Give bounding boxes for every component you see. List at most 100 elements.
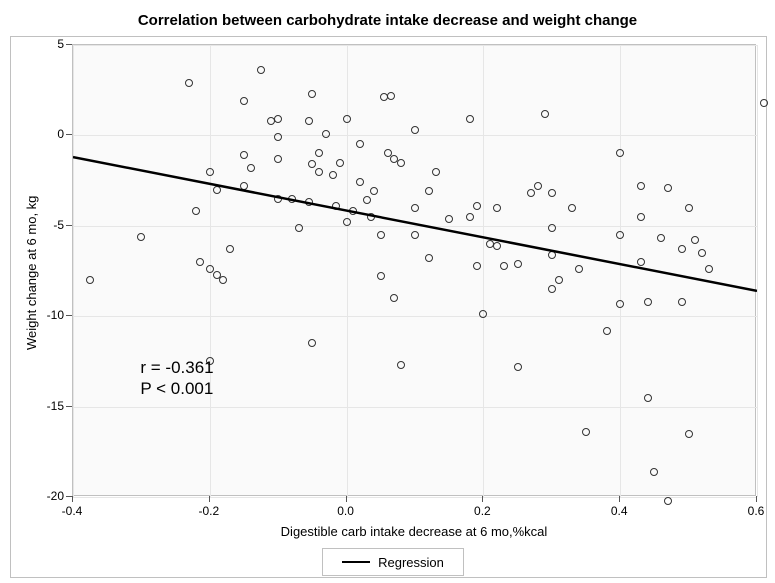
tick-mark-y bbox=[66, 44, 72, 45]
y-tick-label: -15 bbox=[36, 399, 64, 413]
data-point bbox=[541, 110, 549, 118]
data-point bbox=[305, 198, 313, 206]
data-point bbox=[637, 182, 645, 190]
data-point bbox=[445, 215, 453, 223]
data-point bbox=[432, 168, 440, 176]
legend-line-swatch bbox=[342, 561, 370, 563]
data-point bbox=[196, 258, 204, 266]
data-point bbox=[240, 182, 248, 190]
data-point bbox=[185, 79, 193, 87]
x-tick-label: 0.6 bbox=[748, 504, 765, 518]
regression-line bbox=[73, 45, 757, 497]
data-point bbox=[367, 213, 375, 221]
data-point bbox=[575, 265, 583, 273]
stats-annotation: r = -0.361P < 0.001 bbox=[140, 357, 213, 400]
data-point bbox=[356, 140, 364, 148]
data-point bbox=[514, 363, 522, 371]
y-tick-label: -5 bbox=[36, 218, 64, 232]
tick-mark-x bbox=[346, 496, 347, 502]
data-point bbox=[678, 298, 686, 306]
data-point bbox=[377, 272, 385, 280]
data-point bbox=[678, 245, 686, 253]
data-point bbox=[616, 300, 624, 308]
data-point bbox=[466, 115, 474, 123]
data-point bbox=[322, 130, 330, 138]
data-point bbox=[240, 151, 248, 159]
data-point bbox=[274, 133, 282, 141]
data-point bbox=[698, 249, 706, 257]
x-tick-label: -0.2 bbox=[198, 504, 219, 518]
data-point bbox=[548, 189, 556, 197]
gridline-v bbox=[347, 45, 348, 497]
gridline-v bbox=[620, 45, 621, 497]
data-point bbox=[349, 207, 357, 215]
data-point bbox=[308, 339, 316, 347]
data-point bbox=[308, 160, 316, 168]
gridline-v bbox=[483, 45, 484, 497]
data-point bbox=[705, 265, 713, 273]
tick-mark-y bbox=[66, 406, 72, 407]
legend-label: Regression bbox=[378, 555, 444, 570]
x-tick-label: 0.4 bbox=[611, 504, 628, 518]
y-tick-label: 0 bbox=[36, 127, 64, 141]
data-point bbox=[308, 90, 316, 98]
tick-mark-x bbox=[482, 496, 483, 502]
y-tick-label: -20 bbox=[36, 489, 64, 503]
data-point bbox=[616, 231, 624, 239]
tick-mark-x bbox=[209, 496, 210, 502]
data-point bbox=[247, 164, 255, 172]
data-point bbox=[664, 184, 672, 192]
data-point bbox=[315, 168, 323, 176]
data-point bbox=[336, 159, 344, 167]
x-tick-label: -0.4 bbox=[62, 504, 83, 518]
scatter-chart: Correlation between carbohydrate intake … bbox=[0, 0, 775, 583]
data-point bbox=[274, 115, 282, 123]
tick-mark-y bbox=[66, 225, 72, 226]
data-point bbox=[288, 195, 296, 203]
data-point bbox=[397, 159, 405, 167]
chart-title: Correlation between carbohydrate intake … bbox=[0, 12, 775, 29]
data-point bbox=[685, 204, 693, 212]
data-point bbox=[514, 260, 522, 268]
y-tick-label: -10 bbox=[36, 308, 64, 322]
data-point bbox=[691, 236, 699, 244]
data-point bbox=[213, 186, 221, 194]
data-point bbox=[274, 195, 282, 203]
data-point bbox=[473, 202, 481, 210]
tick-mark-y bbox=[66, 496, 72, 497]
data-point bbox=[219, 276, 227, 284]
gridline-v bbox=[73, 45, 74, 497]
data-point bbox=[86, 276, 94, 284]
data-point bbox=[473, 262, 481, 270]
data-point bbox=[568, 204, 576, 212]
data-point bbox=[411, 126, 419, 134]
data-point bbox=[425, 254, 433, 262]
data-point bbox=[387, 92, 395, 100]
gridline-v bbox=[757, 45, 758, 497]
data-point bbox=[616, 149, 624, 157]
data-point bbox=[555, 276, 563, 284]
data-point bbox=[534, 182, 542, 190]
data-point bbox=[332, 202, 340, 210]
tick-mark-y bbox=[66, 134, 72, 135]
data-point bbox=[411, 204, 419, 212]
data-point bbox=[411, 231, 419, 239]
data-point bbox=[650, 468, 658, 476]
data-point bbox=[479, 310, 487, 318]
x-axis-label: Digestible carb intake decrease at 6 mo,… bbox=[72, 524, 756, 539]
data-point bbox=[657, 234, 665, 242]
y-tick-label: 5 bbox=[36, 37, 64, 51]
gridline-h bbox=[73, 407, 757, 408]
data-point bbox=[192, 207, 200, 215]
data-point bbox=[760, 99, 768, 107]
tick-mark-y bbox=[66, 315, 72, 316]
data-point bbox=[343, 115, 351, 123]
data-point bbox=[315, 149, 323, 157]
data-point bbox=[206, 168, 214, 176]
data-point bbox=[343, 218, 351, 226]
data-point bbox=[548, 251, 556, 259]
tick-mark-x bbox=[72, 496, 73, 502]
data-point bbox=[582, 428, 590, 436]
gridline-h bbox=[73, 135, 757, 136]
data-point bbox=[226, 245, 234, 253]
